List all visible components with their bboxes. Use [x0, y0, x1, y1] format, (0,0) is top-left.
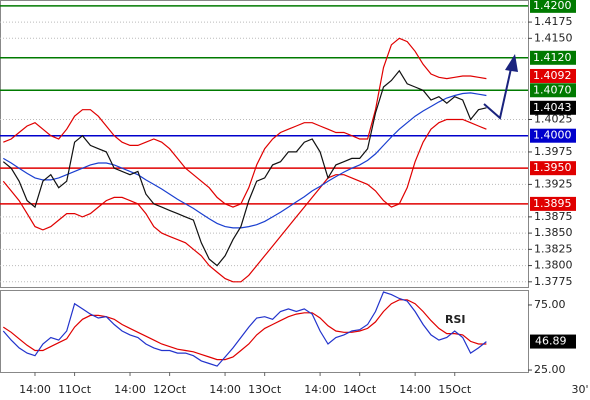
- x-tick-label: 14Oct: [343, 383, 377, 396]
- level-label: 1.4070: [533, 83, 572, 96]
- level-box: [530, 128, 576, 143]
- x-tick-label: 14:00: [399, 383, 431, 396]
- x-tick-label: 12Oct: [153, 383, 187, 396]
- price-panel: [0, 0, 529, 288]
- y-tick-label: 1.3850: [534, 226, 573, 239]
- x-tick-label: 14:00: [209, 383, 241, 396]
- level-label: 1.4120: [533, 51, 572, 64]
- last-box: [530, 334, 576, 349]
- forecast-line: [483, 63, 513, 120]
- level-label: 1.3895: [533, 197, 572, 210]
- x-tick-label: 15Oct: [438, 383, 472, 396]
- x-tick-label: 14:00: [304, 383, 336, 396]
- timeframe: 30': [571, 383, 588, 396]
- level-box: [530, 161, 576, 176]
- level-box: [530, 50, 576, 65]
- y-tick-label: 1.4025: [534, 112, 573, 125]
- rsi-panel: [0, 290, 529, 373]
- level-label: 1.4043: [533, 101, 572, 114]
- y-tick-label: 1.3800: [534, 259, 573, 272]
- level-label: 1.4000: [533, 129, 572, 142]
- y-tick-label: 25.00: [534, 363, 566, 376]
- y-tick-label: 1.4175: [534, 15, 573, 28]
- x-tick-label: 13Oct: [248, 383, 282, 396]
- series-line: [2, 69, 487, 267]
- y-tick-label: 1.3775: [534, 275, 573, 288]
- level-label: 1.3950: [533, 161, 572, 174]
- y-tick-label: 1.3975: [534, 145, 573, 158]
- arrow-head: [505, 54, 518, 72]
- y-tick-label: 75.00: [534, 298, 566, 311]
- x-tick-label: 14:00: [114, 383, 146, 396]
- x-tick-label: 14:00: [19, 383, 51, 396]
- level-box: [530, 0, 576, 13]
- series-line: [2, 299, 487, 361]
- level-box: [530, 83, 576, 98]
- y-tick-label: 1.3925: [534, 177, 573, 190]
- level-box: [530, 68, 576, 83]
- series-line: [2, 291, 487, 367]
- level-label: 1.4092: [533, 69, 572, 82]
- rsi-title: RSI: [445, 313, 466, 326]
- series-line: [2, 92, 487, 229]
- level-box: [530, 196, 576, 211]
- y-tick-label: 1.3875: [534, 210, 573, 223]
- series-line: [2, 118, 487, 283]
- y-tick-label: 1.4150: [534, 31, 573, 44]
- level-box: [530, 100, 576, 115]
- last-label: 46.89: [535, 335, 567, 348]
- forecast-arrow: [483, 54, 518, 120]
- level-label: 1.4200: [533, 0, 572, 12]
- x-tick-label: 11Oct: [58, 383, 92, 396]
- y-tick-label: 1.3825: [534, 242, 573, 255]
- series-line: [3, 37, 487, 208]
